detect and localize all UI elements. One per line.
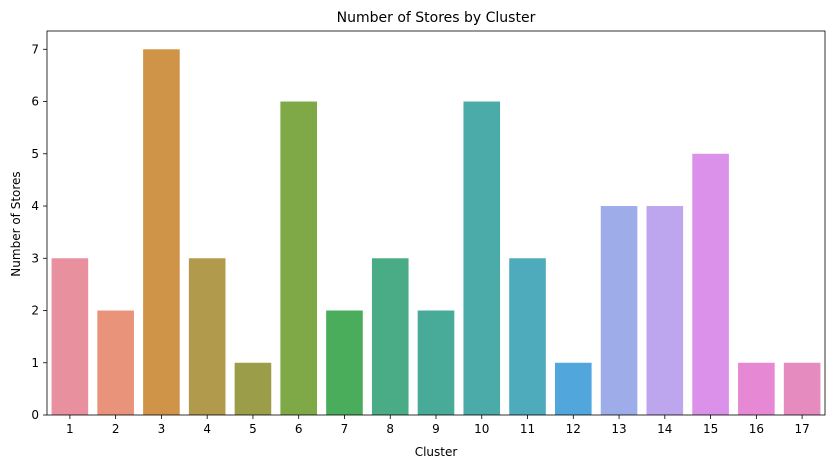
y-axis-label: Number of Stores bbox=[9, 171, 23, 276]
x-tick-label: 1 bbox=[66, 422, 74, 436]
x-tick-label: 6 bbox=[295, 422, 303, 436]
bar-cluster-2 bbox=[97, 310, 134, 415]
x-tick-label: 3 bbox=[158, 422, 166, 436]
y-tick-label: 2 bbox=[31, 304, 39, 318]
x-tick-label: 15 bbox=[703, 422, 718, 436]
x-tick-label: 10 bbox=[474, 422, 489, 436]
bar-cluster-9 bbox=[417, 310, 455, 415]
y-tick-label: 7 bbox=[31, 42, 39, 56]
bar-cluster-4 bbox=[188, 258, 226, 415]
bars-layer bbox=[51, 49, 821, 415]
bar-cluster-5 bbox=[234, 362, 272, 415]
x-tick-label: 8 bbox=[386, 422, 394, 436]
bar-cluster-12 bbox=[554, 362, 592, 415]
x-tick-label: 12 bbox=[566, 422, 581, 436]
x-tick-label: 9 bbox=[432, 422, 440, 436]
y-tick-label: 3 bbox=[31, 251, 39, 265]
y-tick-label: 6 bbox=[31, 95, 39, 109]
y-tick-label: 5 bbox=[31, 147, 39, 161]
x-tick-label: 7 bbox=[341, 422, 349, 436]
bar-cluster-6 bbox=[280, 101, 318, 415]
x-axis-label: Cluster bbox=[415, 445, 458, 459]
x-tick-label: 16 bbox=[749, 422, 764, 436]
bar-cluster-11 bbox=[509, 258, 546, 415]
x-tick-label: 13 bbox=[611, 422, 626, 436]
x-tick-label: 4 bbox=[203, 422, 211, 436]
bar-cluster-8 bbox=[371, 258, 409, 415]
x-tick-label: 2 bbox=[112, 422, 120, 436]
y-tick-label: 4 bbox=[31, 199, 39, 213]
chart-title: Number of Stores by Cluster bbox=[337, 10, 536, 26]
bar-cluster-1 bbox=[51, 258, 89, 415]
bar-cluster-16 bbox=[738, 362, 775, 415]
bar-cluster-3 bbox=[143, 49, 180, 415]
x-tick-label: 17 bbox=[794, 422, 809, 436]
bar-cluster-14 bbox=[646, 206, 684, 415]
y-tick-label: 0 bbox=[31, 408, 39, 422]
x-tick-label: 11 bbox=[520, 422, 535, 436]
bar-cluster-15 bbox=[692, 153, 729, 415]
bar-cluster-10 bbox=[463, 101, 501, 415]
x-tick-label: 14 bbox=[657, 422, 672, 436]
bar-cluster-13 bbox=[600, 206, 638, 415]
y-tick-label: 1 bbox=[31, 356, 39, 370]
bar-cluster-7 bbox=[326, 310, 363, 415]
x-tick-label: 5 bbox=[249, 422, 257, 436]
bar-cluster-17 bbox=[783, 362, 821, 415]
